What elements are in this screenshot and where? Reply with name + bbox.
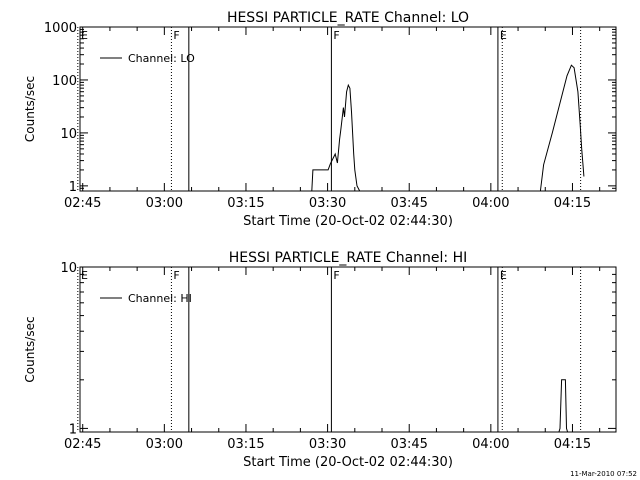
x-tick-label: 02:45 [64,437,101,452]
event-marker-label: E [81,29,88,42]
y-tick-label: 100 [52,74,77,89]
x-tick-label: 03:30 [309,196,346,211]
plot-frame [79,266,617,433]
x-tick-label: 03:15 [227,196,264,211]
x-tick-label: 02:45 [64,196,101,211]
x-tick-label: 03:00 [146,437,183,452]
x-tick-label: 03:30 [309,437,346,452]
event-marker-label: F [173,269,179,282]
x-tick-label: 04:00 [472,437,509,452]
event-marker-label: E [500,29,507,42]
lo-channel-panel: HESSI PARTICLE_RATE Channel: LO Start Tim… [23,10,617,229]
legend-label: Channel: HI [128,292,192,305]
legend-label: Channel: LO [128,52,195,65]
x-tick-label: 03:45 [390,196,427,211]
series-line [558,379,569,433]
event-marker-label: F [173,29,179,42]
y-tick-label: 10 [60,127,77,142]
y-tick-label: 10 [60,261,77,276]
x-tick-label: 03:00 [146,196,183,211]
x-tick-label: 03:15 [227,437,264,452]
event-marker-label: E [81,269,88,282]
plot-frame [79,26,617,192]
event-marker-label: F [333,269,339,282]
x-axis-label: Start Time (20-Oct-02 02:44:30) [243,455,453,470]
series-line [311,83,361,192]
x-axis-label: Start Time (20-Oct-02 02:44:30) [243,214,453,229]
x-tick-label: 04:00 [472,196,509,211]
y-axis-label: Counts/sec [23,76,37,142]
chart-title: HESSI PARTICLE_RATE Channel: LO [227,10,469,26]
event-marker-label: F [333,29,339,42]
y-tick-label: 1 [69,180,77,195]
y-tick-label: 1000 [44,21,77,36]
series-line [539,64,585,192]
x-tick-label: 04:15 [554,196,591,211]
x-tick-label: 03:45 [390,437,427,452]
y-axis-label: Counts/sec [23,316,37,382]
event-marker-label: E [500,269,507,282]
chart-title: HESSI PARTICLE_RATE Channel: HI [229,250,467,266]
hi-channel-panel: HESSI PARTICLE_RATE Channel: HI Start Tim… [23,250,617,470]
x-tick-label: 04:15 [554,437,591,452]
y-tick-label: 1 [69,422,77,437]
footer-timestamp: 11-Mar-2010 07:52 [570,470,637,478]
